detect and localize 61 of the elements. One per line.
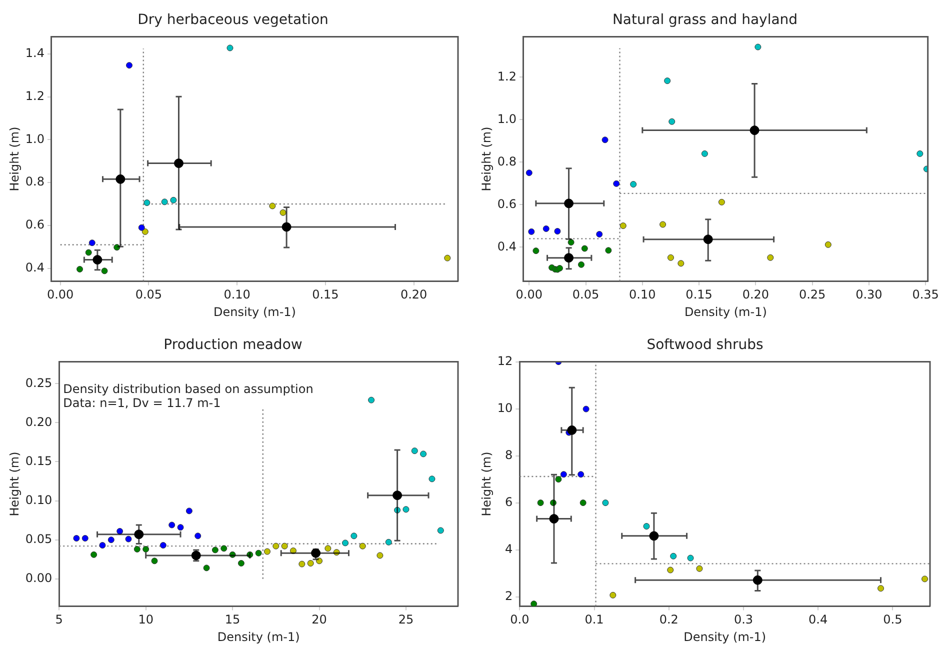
x-axis-title: Density (m-1) xyxy=(217,630,300,644)
x-tick-label: 0.25 xyxy=(798,288,826,302)
y-tick-label: 2 xyxy=(505,588,513,603)
x-tick-label: 0.15 xyxy=(686,288,712,302)
x-tick-label: 0.4 xyxy=(808,612,828,627)
y-tick-label: 0.10 xyxy=(25,492,52,507)
x-axis-title: Density (m-1) xyxy=(684,304,767,319)
x-tick-label: 0.35 xyxy=(912,288,939,302)
x-tick-label: 0.2 xyxy=(659,612,678,627)
x-tick-label: 0.20 xyxy=(400,288,428,302)
y-tick-label: 4 xyxy=(505,542,513,556)
x-tick-label: 5 xyxy=(55,612,63,627)
y-tick-label: 1.4 xyxy=(25,46,44,60)
y-tick-label: 0.15 xyxy=(25,454,52,468)
annotation: Data: n=1, Dv = 11.7 m-1 xyxy=(63,396,221,410)
x-tick-label: 0.15 xyxy=(312,288,339,302)
y-tick-label: 0.4 xyxy=(25,260,44,274)
x-axis-title: Density (m-1) xyxy=(684,630,766,644)
y-tick-label: 8 xyxy=(505,448,513,462)
x-tick-label: 0.30 xyxy=(856,288,882,302)
x-tick-label: 0.5 xyxy=(883,612,902,627)
x-tick-label: 0.0 xyxy=(510,612,530,627)
y-tick-label: 12 xyxy=(497,354,513,368)
x-tick-label: 0.20 xyxy=(742,288,770,302)
y-axis-title: Height (m) xyxy=(479,126,494,192)
x-axis-title: Density (m-1) xyxy=(214,304,296,319)
y-tick-label: 0.00 xyxy=(25,570,52,585)
x-tick-label: 0.10 xyxy=(629,288,656,302)
y-tick-label: 0.20 xyxy=(25,414,52,429)
y-tick-label: 0.8 xyxy=(497,154,516,168)
x-tick-label: 15 xyxy=(224,612,240,627)
y-tick-label: 0.8 xyxy=(25,174,44,189)
chart-title: Softwood shrubs xyxy=(646,337,764,354)
chart-title: Natural grass and hayland xyxy=(612,12,798,28)
chart-title: Production meadow xyxy=(164,337,302,354)
y-tick-label: 1.2 xyxy=(497,69,516,84)
y-tick-label: 1.2 xyxy=(25,88,44,103)
y-tick-label: 0.05 xyxy=(25,532,52,546)
y-tick-label: 1.0 xyxy=(25,132,44,146)
x-tick-label: 0.00 xyxy=(516,288,543,302)
y-tick-label: 6 xyxy=(505,494,513,509)
y-tick-label: 0.25 xyxy=(25,376,52,390)
x-tick-label: 0.05 xyxy=(572,288,600,302)
y-axis-title: Height (m) xyxy=(7,126,22,192)
chart-title: Dry herbaceous vegetation xyxy=(138,12,328,28)
y-tick-label: 10 xyxy=(497,400,513,415)
annotation: Density distribution based on assumption xyxy=(63,382,314,396)
x-tick-label: 0.1 xyxy=(584,612,604,627)
y-axis-title: Height (m) xyxy=(479,452,494,516)
x-tick-label: 25 xyxy=(398,612,414,627)
x-tick-label: 0.00 xyxy=(46,288,74,302)
y-axis-title: Height (m) xyxy=(7,452,22,516)
y-tick-label: 0.4 xyxy=(497,239,516,254)
x-tick-label: 10 xyxy=(138,612,154,627)
y-tick-label: 0.6 xyxy=(497,196,516,211)
x-tick-label: 20 xyxy=(312,612,327,627)
y-tick-label: 0.6 xyxy=(25,218,44,232)
x-tick-label: 0.10 xyxy=(224,288,250,302)
x-tick-label: 0.3 xyxy=(734,612,754,627)
y-tick-label: 1.0 xyxy=(497,112,516,126)
x-tick-label: 0.05 xyxy=(135,288,162,302)
